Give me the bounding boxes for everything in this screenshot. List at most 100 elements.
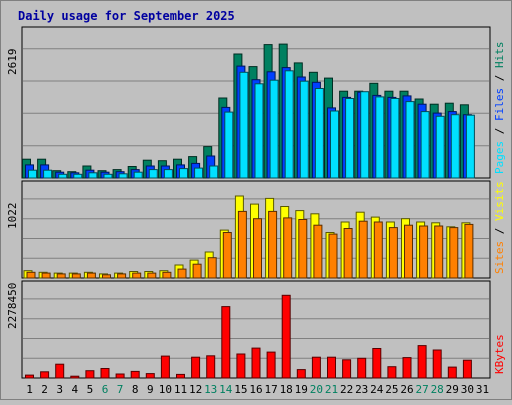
bar-kbytes-day-22 bbox=[342, 359, 352, 379]
bar-pages-day-6 bbox=[103, 173, 113, 179]
x-tick-label-19: 19 bbox=[295, 383, 308, 396]
bar-pages-day-21 bbox=[330, 110, 339, 179]
bar-kbytes-day-27 bbox=[417, 345, 427, 379]
bar-pages-day-2 bbox=[43, 169, 53, 179]
bar-pages-day-14 bbox=[224, 111, 234, 179]
bar-pages-day-13 bbox=[209, 165, 219, 179]
x-tick-label-13: 13 bbox=[204, 383, 217, 396]
bar-kbytes-day-23 bbox=[357, 357, 367, 379]
bar-pages-day-29 bbox=[450, 114, 460, 179]
legend-kbytes: KBytes bbox=[493, 334, 506, 374]
bar-kbytes-day-4 bbox=[70, 375, 80, 379]
legend-item-pages: Pages bbox=[493, 141, 506, 174]
x-tick-label-31: 31 bbox=[476, 383, 489, 396]
legend-item-hits: Hits bbox=[493, 42, 506, 69]
ymax-label: 1022 bbox=[6, 203, 19, 230]
x-tick-label-14: 14 bbox=[219, 383, 233, 396]
bar-pages-day-15 bbox=[239, 71, 249, 179]
x-tick-label-30: 30 bbox=[461, 383, 474, 396]
bar-pages-day-28 bbox=[435, 115, 445, 179]
bar-sites-day-6 bbox=[102, 274, 111, 279]
bar-pages-day-24 bbox=[375, 96, 385, 179]
bar-sites-day-10 bbox=[162, 271, 172, 279]
legend-item-kbytes: KBytes bbox=[493, 334, 506, 374]
x-tick-label-7: 7 bbox=[117, 383, 124, 396]
x-tick-label-17: 17 bbox=[264, 383, 277, 396]
x-tick-label-3: 3 bbox=[56, 383, 63, 396]
legend-item-sites: Sites bbox=[493, 241, 506, 274]
x-tick-label-1: 1 bbox=[26, 383, 33, 396]
bar-pages-day-25 bbox=[390, 98, 400, 179]
bar-pages-day-20 bbox=[314, 88, 324, 179]
bar-kbytes-day-24 bbox=[372, 348, 382, 379]
bar-sites-day-26 bbox=[404, 224, 413, 279]
bar-pages-day-27 bbox=[420, 111, 430, 179]
bar-pages-day-19 bbox=[299, 80, 309, 179]
chart-title: Daily usage for September 2025 bbox=[18, 9, 235, 23]
x-tick-label-27: 27 bbox=[415, 383, 428, 396]
bar-kbytes-day-7 bbox=[115, 373, 125, 379]
x-tick-label-21: 21 bbox=[325, 383, 338, 396]
bar-pages-day-16 bbox=[254, 83, 264, 179]
ymax-label: 2278450 bbox=[6, 283, 19, 329]
bar-sites-day-4 bbox=[71, 273, 81, 279]
x-tick-label-10: 10 bbox=[159, 383, 172, 396]
bar-pages-day-8 bbox=[133, 171, 143, 179]
bar-sites-day-7 bbox=[117, 273, 127, 279]
bar-sites-day-18 bbox=[283, 217, 293, 279]
x-tick-label-2: 2 bbox=[41, 383, 48, 396]
bar-sites-day-14 bbox=[222, 232, 232, 279]
bar-pages-day-30 bbox=[465, 114, 475, 179]
legend-hits-files-pages: Pages / Files / Hits bbox=[493, 42, 506, 175]
bar-pages-day-4 bbox=[73, 173, 83, 179]
x-tick-label-26: 26 bbox=[400, 383, 413, 396]
bar-kbytes-day-15 bbox=[236, 353, 246, 379]
bar-sites-day-21 bbox=[328, 233, 338, 279]
bar-pages-day-5 bbox=[88, 172, 98, 179]
bar-sites-day-19 bbox=[298, 219, 308, 279]
bar-kbytes-day-21 bbox=[327, 356, 336, 379]
bar-pages-day-17 bbox=[269, 79, 279, 179]
bar-kbytes-day-29 bbox=[447, 366, 457, 379]
bar-pages-day-7 bbox=[118, 173, 128, 179]
bar-kbytes-day-12 bbox=[191, 356, 201, 379]
bar-sites-day-9 bbox=[147, 272, 157, 279]
bar-sites-day-1 bbox=[26, 271, 36, 279]
bar-sites-day-13 bbox=[207, 257, 217, 279]
x-tick-label-29: 29 bbox=[446, 383, 459, 396]
bar-kbytes-day-1 bbox=[25, 374, 34, 379]
x-axis: 1 2 3 4 5 6 7 8 9 10 11 12 13 14 15 16 17 18 19 20 21 22 23 24 2… bbox=[26, 383, 489, 396]
bar-sites-day-20 bbox=[313, 224, 323, 279]
bar-sites-day-8 bbox=[132, 272, 142, 279]
panel-hits-files-pages: 2619 Pages / Files / Hits bbox=[6, 26, 506, 179]
bar-kbytes-day-19 bbox=[296, 369, 306, 379]
bar-sites-day-16 bbox=[253, 218, 262, 279]
bar-sites-day-24 bbox=[373, 221, 383, 279]
bar-pages-day-11 bbox=[179, 168, 188, 179]
bar-pages-day-26 bbox=[405, 101, 415, 179]
x-tick-label-16: 16 bbox=[249, 383, 262, 396]
bar-pages-day-12 bbox=[194, 167, 204, 179]
bar-kbytes-day-25 bbox=[387, 366, 397, 379]
bar-pages-day-3 bbox=[58, 173, 68, 179]
x-tick-label-22: 22 bbox=[340, 383, 353, 396]
legend-item-files: Files bbox=[493, 88, 506, 121]
legend-separator: / bbox=[493, 221, 506, 241]
bar-kbytes-day-6 bbox=[100, 368, 110, 379]
bar-kbytes-day-5 bbox=[85, 370, 95, 379]
bar-kbytes-day-20 bbox=[311, 356, 321, 379]
x-tick-label-20: 20 bbox=[310, 383, 323, 396]
bar-pages-day-10 bbox=[163, 169, 173, 179]
bar-sites-day-12 bbox=[192, 263, 202, 279]
bar-kbytes-day-8 bbox=[130, 370, 140, 379]
bar-kbytes-day-9 bbox=[145, 373, 155, 379]
bar-kbytes-day-10 bbox=[160, 355, 170, 379]
bar-kbytes-day-14 bbox=[221, 306, 231, 379]
x-tick-label-28: 28 bbox=[431, 383, 444, 396]
bar-kbytes-day-2 bbox=[40, 371, 50, 379]
bar-kbytes-day-30 bbox=[462, 359, 472, 379]
ymax-label: 2619 bbox=[6, 49, 19, 76]
bar-sites-day-22 bbox=[343, 228, 353, 279]
bar-kbytes-day-13 bbox=[206, 355, 216, 379]
panels-layer: 2619 Pages / Files / Hits 1022 Sites / Visi… bbox=[6, 26, 506, 379]
